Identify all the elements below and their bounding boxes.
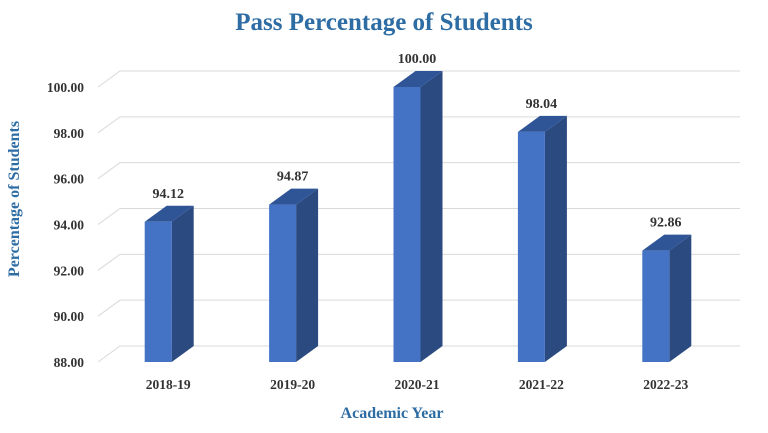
bar-side [669,234,692,362]
y-tick-label: 92.00 [54,263,85,278]
y-axis-title: Percentage of Students [6,121,23,277]
bar-front [642,250,670,362]
bar-front [144,221,172,362]
gridline [97,116,740,134]
bar-front [393,87,421,362]
y-tick-label: 98.00 [54,126,85,141]
y-axis-ticks: 88.00 90.00 92.00 94.00 96.00 98.00 100.00 [47,80,84,370]
x-tick-label: 2020-21 [395,377,440,392]
bar-top [144,205,194,222]
bar-side [296,188,319,362]
bars [144,71,692,363]
bar-top [269,188,319,205]
bar-top [642,234,692,251]
bar-side [171,205,194,362]
data-label: 94.12 [152,187,184,202]
bar-top [393,71,443,87]
y-tick-label: 100.00 [47,80,84,95]
bar-side [420,71,443,362]
bar-top [517,115,567,132]
bar [642,234,692,362]
data-label: 94.87 [277,170,309,185]
gridlines [97,70,740,363]
bar [144,205,194,362]
y-tick-label: 90.00 [54,309,85,324]
bar [517,115,567,363]
x-tick-label: 2022-23 [643,377,688,392]
data-label: 100.00 [398,52,437,67]
bar [393,71,443,362]
data-labels: 94.12 94.87 100.00 98.04 92.86 [152,52,681,231]
bar-front [269,204,297,362]
y-tick-label: 94.00 [54,218,85,233]
data-label: 92.86 [650,216,682,231]
gridline [97,70,740,88]
bar-front [517,131,545,362]
y-tick-label: 96.00 [54,172,85,187]
chart-title: Pass Percentage of Students [235,9,533,36]
x-axis-title: Academic Year [341,405,444,422]
x-axis-ticks: 2018-19 2019-20 2020-21 2021-22 2022-23 [146,377,689,392]
data-label: 98.04 [526,97,558,112]
bar-side [544,115,567,363]
x-tick-label: 2019-20 [270,377,315,392]
x-tick-label: 2018-19 [146,377,191,392]
x-tick-label: 2021-22 [519,377,564,392]
y-tick-label: 88.00 [54,355,85,370]
bar [269,188,319,362]
